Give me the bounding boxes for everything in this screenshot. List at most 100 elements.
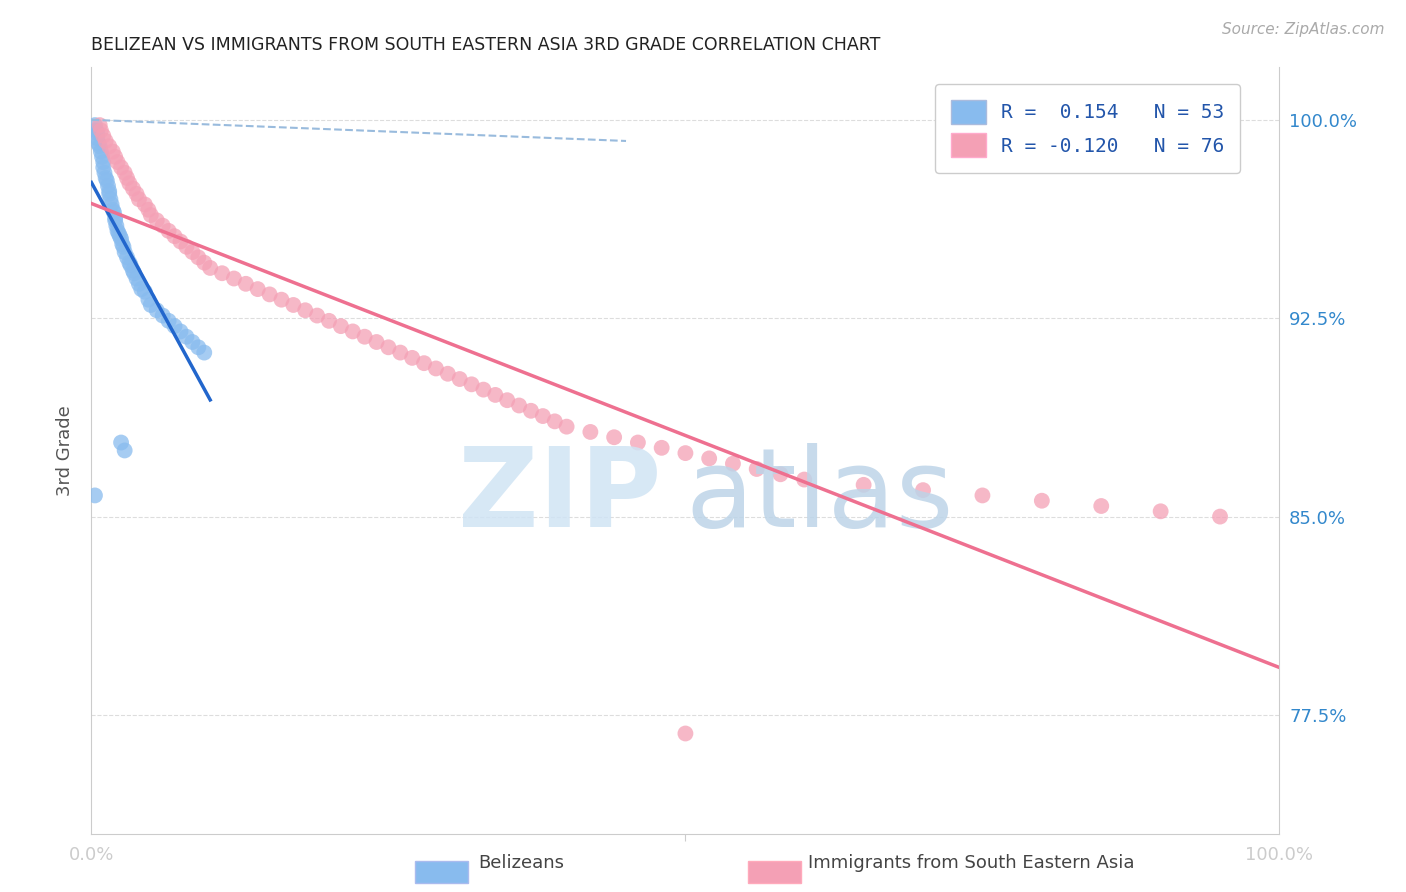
Point <box>673 446 696 460</box>
Point <box>90 123 112 137</box>
Point <box>89 118 111 132</box>
Point <box>128 192 150 206</box>
Point <box>91 161 114 175</box>
Point <box>107 227 129 241</box>
Point <box>134 197 156 211</box>
Point <box>152 309 174 323</box>
Point <box>377 340 399 354</box>
Point <box>145 303 167 318</box>
Point <box>544 414 567 428</box>
Point <box>1209 509 1232 524</box>
Point <box>176 240 198 254</box>
Point <box>139 208 162 222</box>
Point <box>110 232 132 246</box>
Point <box>603 430 626 444</box>
Point <box>721 457 744 471</box>
Point <box>104 150 127 164</box>
Point <box>472 383 495 397</box>
Point <box>318 314 340 328</box>
Point <box>270 293 292 307</box>
Text: atlas: atlas <box>685 443 953 550</box>
Point <box>94 171 117 186</box>
Point <box>181 245 204 260</box>
Point <box>104 213 127 227</box>
Point <box>163 229 186 244</box>
Point <box>235 277 257 291</box>
Y-axis label: 3rd Grade: 3rd Grade <box>56 405 75 496</box>
Point <box>94 134 117 148</box>
Point <box>110 161 132 175</box>
Point <box>89 139 111 153</box>
Point <box>366 334 388 349</box>
Point <box>157 224 180 238</box>
Point <box>118 176 141 190</box>
Point <box>294 303 316 318</box>
Point <box>425 361 447 376</box>
Point <box>972 488 994 502</box>
Point <box>103 205 125 219</box>
Point <box>84 488 107 502</box>
Point <box>627 435 650 450</box>
Point <box>200 260 222 275</box>
Point <box>673 726 696 740</box>
Point <box>651 441 673 455</box>
Point <box>138 293 160 307</box>
Text: ZIP: ZIP <box>458 443 662 550</box>
Point <box>520 404 543 418</box>
Point <box>120 258 142 272</box>
Point <box>555 419 578 434</box>
Point <box>389 345 412 359</box>
Point <box>115 171 138 186</box>
Point <box>107 155 129 169</box>
Point <box>128 277 150 291</box>
Point <box>911 483 934 497</box>
Point <box>129 282 152 296</box>
Point <box>579 425 602 439</box>
Point <box>86 131 108 145</box>
Point <box>114 245 136 260</box>
Point <box>125 271 148 285</box>
Point <box>496 393 519 408</box>
Point <box>115 251 138 265</box>
Point <box>111 237 134 252</box>
Point <box>104 211 127 225</box>
Point <box>531 409 554 423</box>
Point <box>157 314 180 328</box>
Point <box>163 319 186 334</box>
Point <box>145 213 167 227</box>
Point <box>122 266 145 280</box>
Point <box>852 478 875 492</box>
Point <box>122 181 145 195</box>
Point <box>187 340 209 354</box>
Point <box>449 372 471 386</box>
Point <box>436 367 458 381</box>
Point <box>413 356 436 370</box>
Point <box>176 329 198 343</box>
Point <box>769 467 792 482</box>
Point <box>1090 499 1112 513</box>
Point <box>1031 493 1053 508</box>
Text: Belizeans: Belizeans <box>478 855 564 872</box>
Point <box>134 285 156 299</box>
Point <box>697 451 720 466</box>
Text: Immigrants from South Eastern Asia: Immigrants from South Eastern Asia <box>808 855 1135 872</box>
Point <box>246 282 269 296</box>
Point <box>114 443 136 458</box>
Point <box>110 435 132 450</box>
Point <box>122 263 145 277</box>
Point <box>91 150 114 164</box>
Point <box>100 192 122 206</box>
Point <box>138 202 160 217</box>
Point <box>460 377 482 392</box>
Point <box>90 145 112 159</box>
Point <box>169 235 191 249</box>
Point <box>508 399 530 413</box>
Point <box>139 298 162 312</box>
Point <box>745 462 768 476</box>
Point <box>484 388 506 402</box>
Point <box>91 128 114 143</box>
Point <box>259 287 281 301</box>
Point <box>401 351 423 365</box>
Point <box>307 309 329 323</box>
Point <box>152 219 174 233</box>
